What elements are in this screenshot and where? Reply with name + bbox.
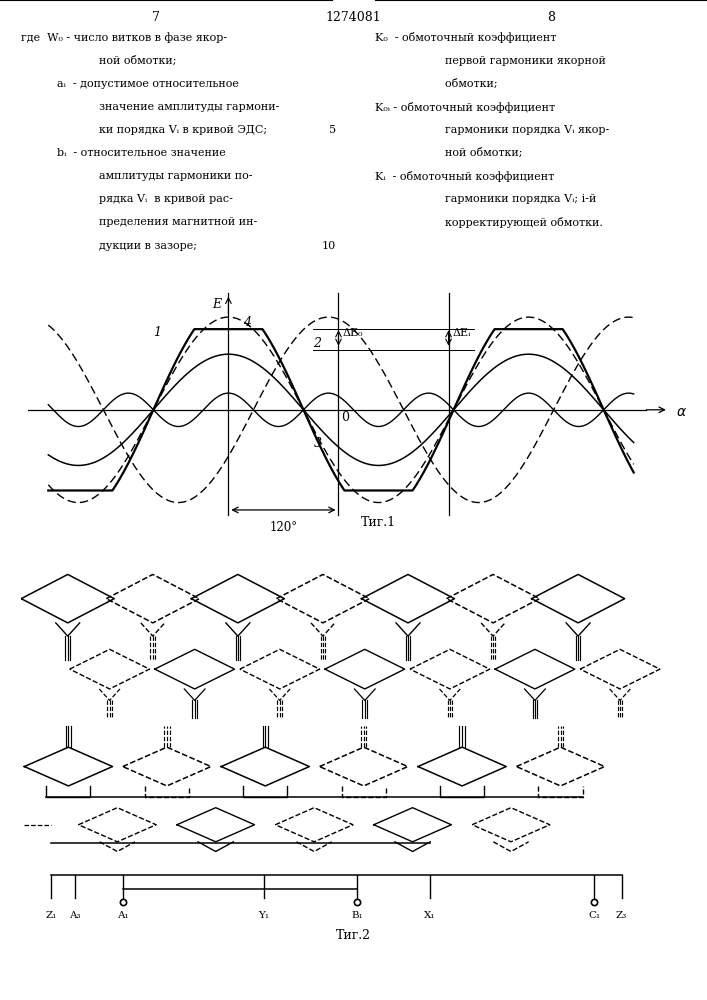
- Text: гармоники порядка Vᵢ; i-й: гармоники порядка Vᵢ; i-й: [417, 194, 597, 204]
- Text: значение амплитуды гармони-: значение амплитуды гармони-: [71, 102, 279, 112]
- Text: Y₁: Y₁: [259, 911, 269, 920]
- Text: 120°: 120°: [269, 521, 298, 534]
- Text: A₃: A₃: [69, 911, 81, 920]
- Text: 3: 3: [313, 437, 322, 450]
- Text: K₀  - обмоточный коэффициент: K₀ - обмоточный коэффициент: [375, 32, 556, 43]
- Text: 2: 2: [313, 337, 322, 350]
- Text: ΔEᵢ: ΔEᵢ: [452, 328, 471, 338]
- Text: C₁: C₁: [588, 911, 600, 920]
- Text: 1274081: 1274081: [326, 11, 381, 24]
- Text: K₀ᵢ - обмоточный коэффициент: K₀ᵢ - обмоточный коэффициент: [375, 102, 555, 113]
- Text: Τиг.1: Τиг.1: [361, 516, 396, 529]
- Text: ной обмотки;: ной обмотки;: [71, 56, 176, 66]
- Text: первой гармоники якорной: первой гармоники якорной: [417, 56, 606, 66]
- Text: B₁: B₁: [351, 911, 363, 920]
- Text: пределения магнитной ин-: пределения магнитной ин-: [71, 217, 257, 227]
- Text: обмотки;: обмотки;: [417, 79, 498, 89]
- Text: $\alpha$: $\alpha$: [676, 405, 687, 419]
- Text: рядка Vᵢ  в кривой рас-: рядка Vᵢ в кривой рас-: [71, 194, 233, 204]
- Text: A₁: A₁: [117, 911, 129, 920]
- Text: 8: 8: [547, 11, 556, 24]
- Text: ки порядка Vᵢ в кривой ЭДС;: ки порядка Vᵢ в кривой ЭДС;: [71, 125, 267, 135]
- Text: ΔE₀: ΔE₀: [342, 328, 363, 338]
- Text: корректирующей обмотки.: корректирующей обмотки.: [417, 217, 603, 228]
- Text: Z₁: Z₁: [46, 911, 57, 920]
- Text: где  W₀ - число витков в фазе якор-: где W₀ - число витков в фазе якор-: [21, 32, 228, 43]
- Text: bᵢ  - относительное значение: bᵢ - относительное значение: [57, 148, 226, 158]
- Text: X₁: X₁: [423, 911, 436, 920]
- Text: 10: 10: [322, 241, 336, 251]
- Text: E: E: [212, 298, 221, 311]
- Text: ной обмотки;: ной обмотки;: [417, 148, 522, 158]
- Text: дукции в зазоре;: дукции в зазоре;: [71, 241, 197, 251]
- Text: гармоники порядка Vᵢ якор-: гармоники порядка Vᵢ якор-: [417, 125, 609, 135]
- Text: Kᵢ  - обмоточный коэффициент: Kᵢ - обмоточный коэффициент: [375, 171, 554, 182]
- Text: 7: 7: [151, 11, 160, 24]
- Text: 0: 0: [341, 411, 349, 424]
- Text: амплитуды гармоники по-: амплитуды гармоники по-: [71, 171, 252, 181]
- Text: aᵢ  - допустимое относительное: aᵢ - допустимое относительное: [57, 79, 238, 89]
- Text: Τиг.2: Τиг.2: [336, 929, 371, 942]
- Text: 5: 5: [329, 125, 336, 135]
- Text: Z₃: Z₃: [616, 911, 627, 920]
- Text: 4: 4: [243, 316, 252, 329]
- Text: 1: 1: [153, 326, 161, 339]
